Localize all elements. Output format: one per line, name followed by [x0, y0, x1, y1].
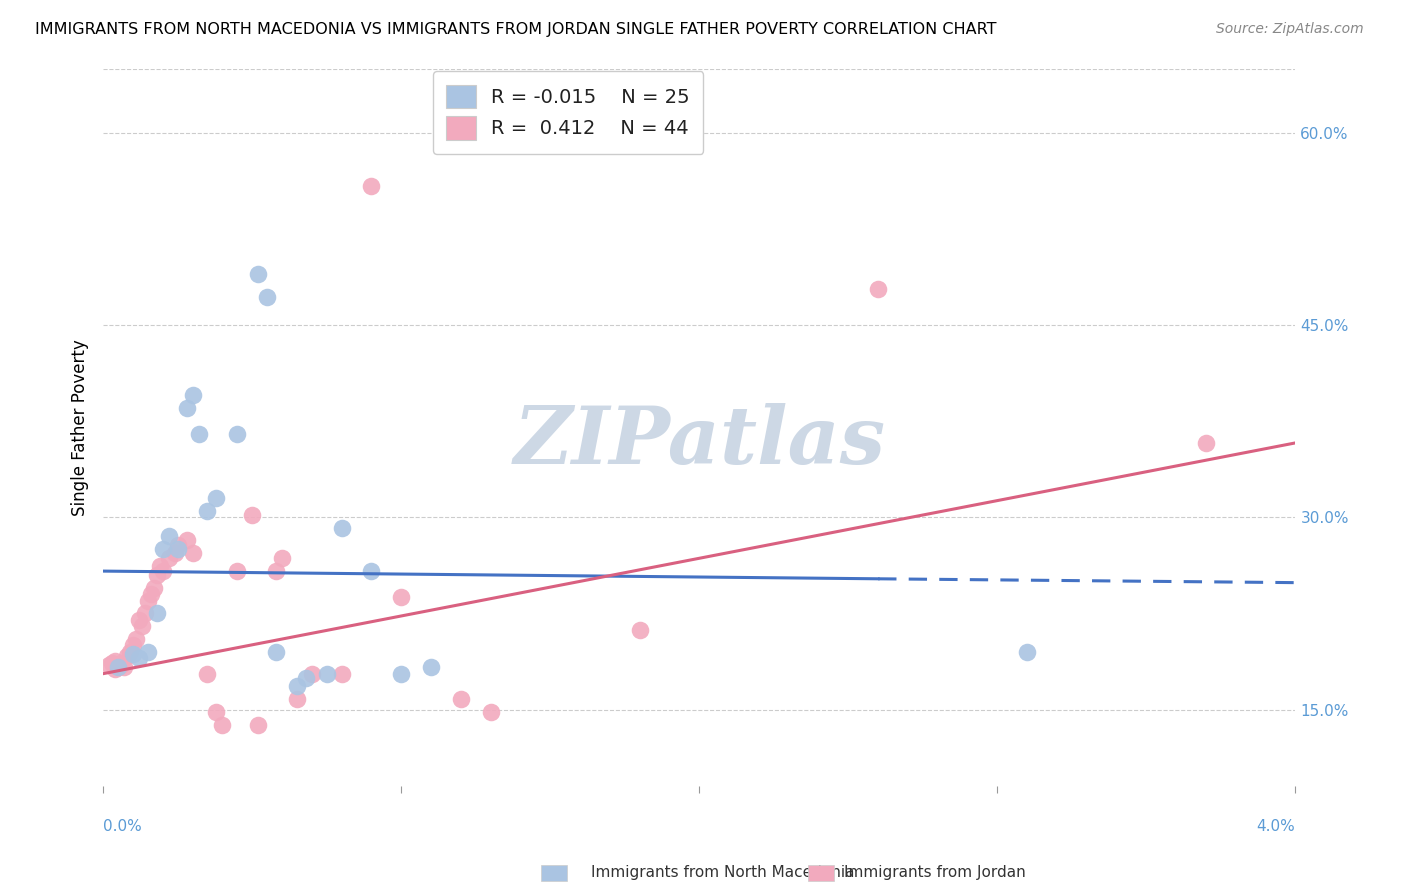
Point — [264, 645, 287, 659]
Point — [226, 426, 249, 441]
Point — [247, 718, 270, 732]
Point — [176, 533, 198, 548]
Point — [163, 546, 186, 560]
Text: Immigrants from North Macedonia: Immigrants from North Macedonia — [591, 865, 853, 880]
Point — [389, 590, 412, 604]
Point — [330, 666, 353, 681]
Point — [152, 564, 174, 578]
Point — [479, 705, 502, 719]
Point — [205, 491, 228, 505]
Point — [197, 504, 219, 518]
Point — [240, 508, 263, 522]
Point — [107, 660, 129, 674]
Point — [146, 607, 169, 621]
Point — [166, 542, 188, 557]
Text: Source: ZipAtlas.com: Source: ZipAtlas.com — [1216, 22, 1364, 37]
Point — [112, 660, 135, 674]
Text: ZIPatlas: ZIPatlas — [513, 403, 886, 481]
Point — [264, 564, 287, 578]
Point — [166, 539, 188, 553]
Point — [115, 648, 138, 663]
Point — [146, 568, 169, 582]
Point — [330, 520, 353, 534]
Point — [157, 551, 180, 566]
Point — [187, 426, 209, 441]
Point — [110, 657, 132, 671]
Point — [389, 666, 412, 681]
Point — [134, 607, 156, 621]
Point — [128, 613, 150, 627]
Point — [285, 680, 308, 694]
Text: 4.0%: 4.0% — [1257, 819, 1295, 834]
Point — [152, 542, 174, 557]
Point — [104, 661, 127, 675]
Point — [125, 632, 148, 646]
Point — [122, 648, 145, 662]
Point — [420, 660, 443, 674]
Point — [98, 657, 121, 672]
Point — [205, 705, 228, 719]
Y-axis label: Single Father Poverty: Single Father Poverty — [72, 339, 89, 516]
Point — [149, 558, 172, 573]
Point — [107, 659, 129, 673]
Point — [211, 718, 233, 732]
Point — [157, 529, 180, 543]
Point — [104, 654, 127, 668]
Point — [271, 551, 294, 566]
Point — [247, 267, 270, 281]
Point — [181, 546, 204, 560]
Point — [118, 645, 141, 659]
Point — [301, 666, 323, 681]
Point — [226, 564, 249, 578]
Point — [142, 581, 165, 595]
Legend: R = -0.015    N = 25, R =  0.412    N = 44: R = -0.015 N = 25, R = 0.412 N = 44 — [433, 71, 703, 153]
Point — [1017, 645, 1039, 659]
Point — [450, 692, 472, 706]
Point — [128, 651, 150, 665]
Point — [176, 401, 198, 416]
Point — [256, 290, 278, 304]
Point — [360, 179, 382, 194]
Point — [315, 666, 337, 681]
Text: 0.0%: 0.0% — [103, 819, 142, 834]
Point — [136, 645, 159, 659]
Point — [628, 623, 651, 637]
Point — [181, 388, 204, 402]
Point — [295, 671, 318, 685]
Point — [136, 593, 159, 607]
Point — [122, 639, 145, 653]
Point — [1195, 436, 1218, 450]
Point — [131, 619, 153, 633]
Point — [110, 657, 132, 672]
Point — [285, 692, 308, 706]
Point — [101, 657, 124, 671]
Point — [197, 666, 219, 681]
Text: Immigrants from Jordan: Immigrants from Jordan — [844, 865, 1025, 880]
Point — [868, 282, 890, 296]
Text: IMMIGRANTS FROM NORTH MACEDONIA VS IMMIGRANTS FROM JORDAN SINGLE FATHER POVERTY : IMMIGRANTS FROM NORTH MACEDONIA VS IMMIG… — [35, 22, 997, 37]
Point — [139, 587, 162, 601]
Point — [360, 564, 382, 578]
